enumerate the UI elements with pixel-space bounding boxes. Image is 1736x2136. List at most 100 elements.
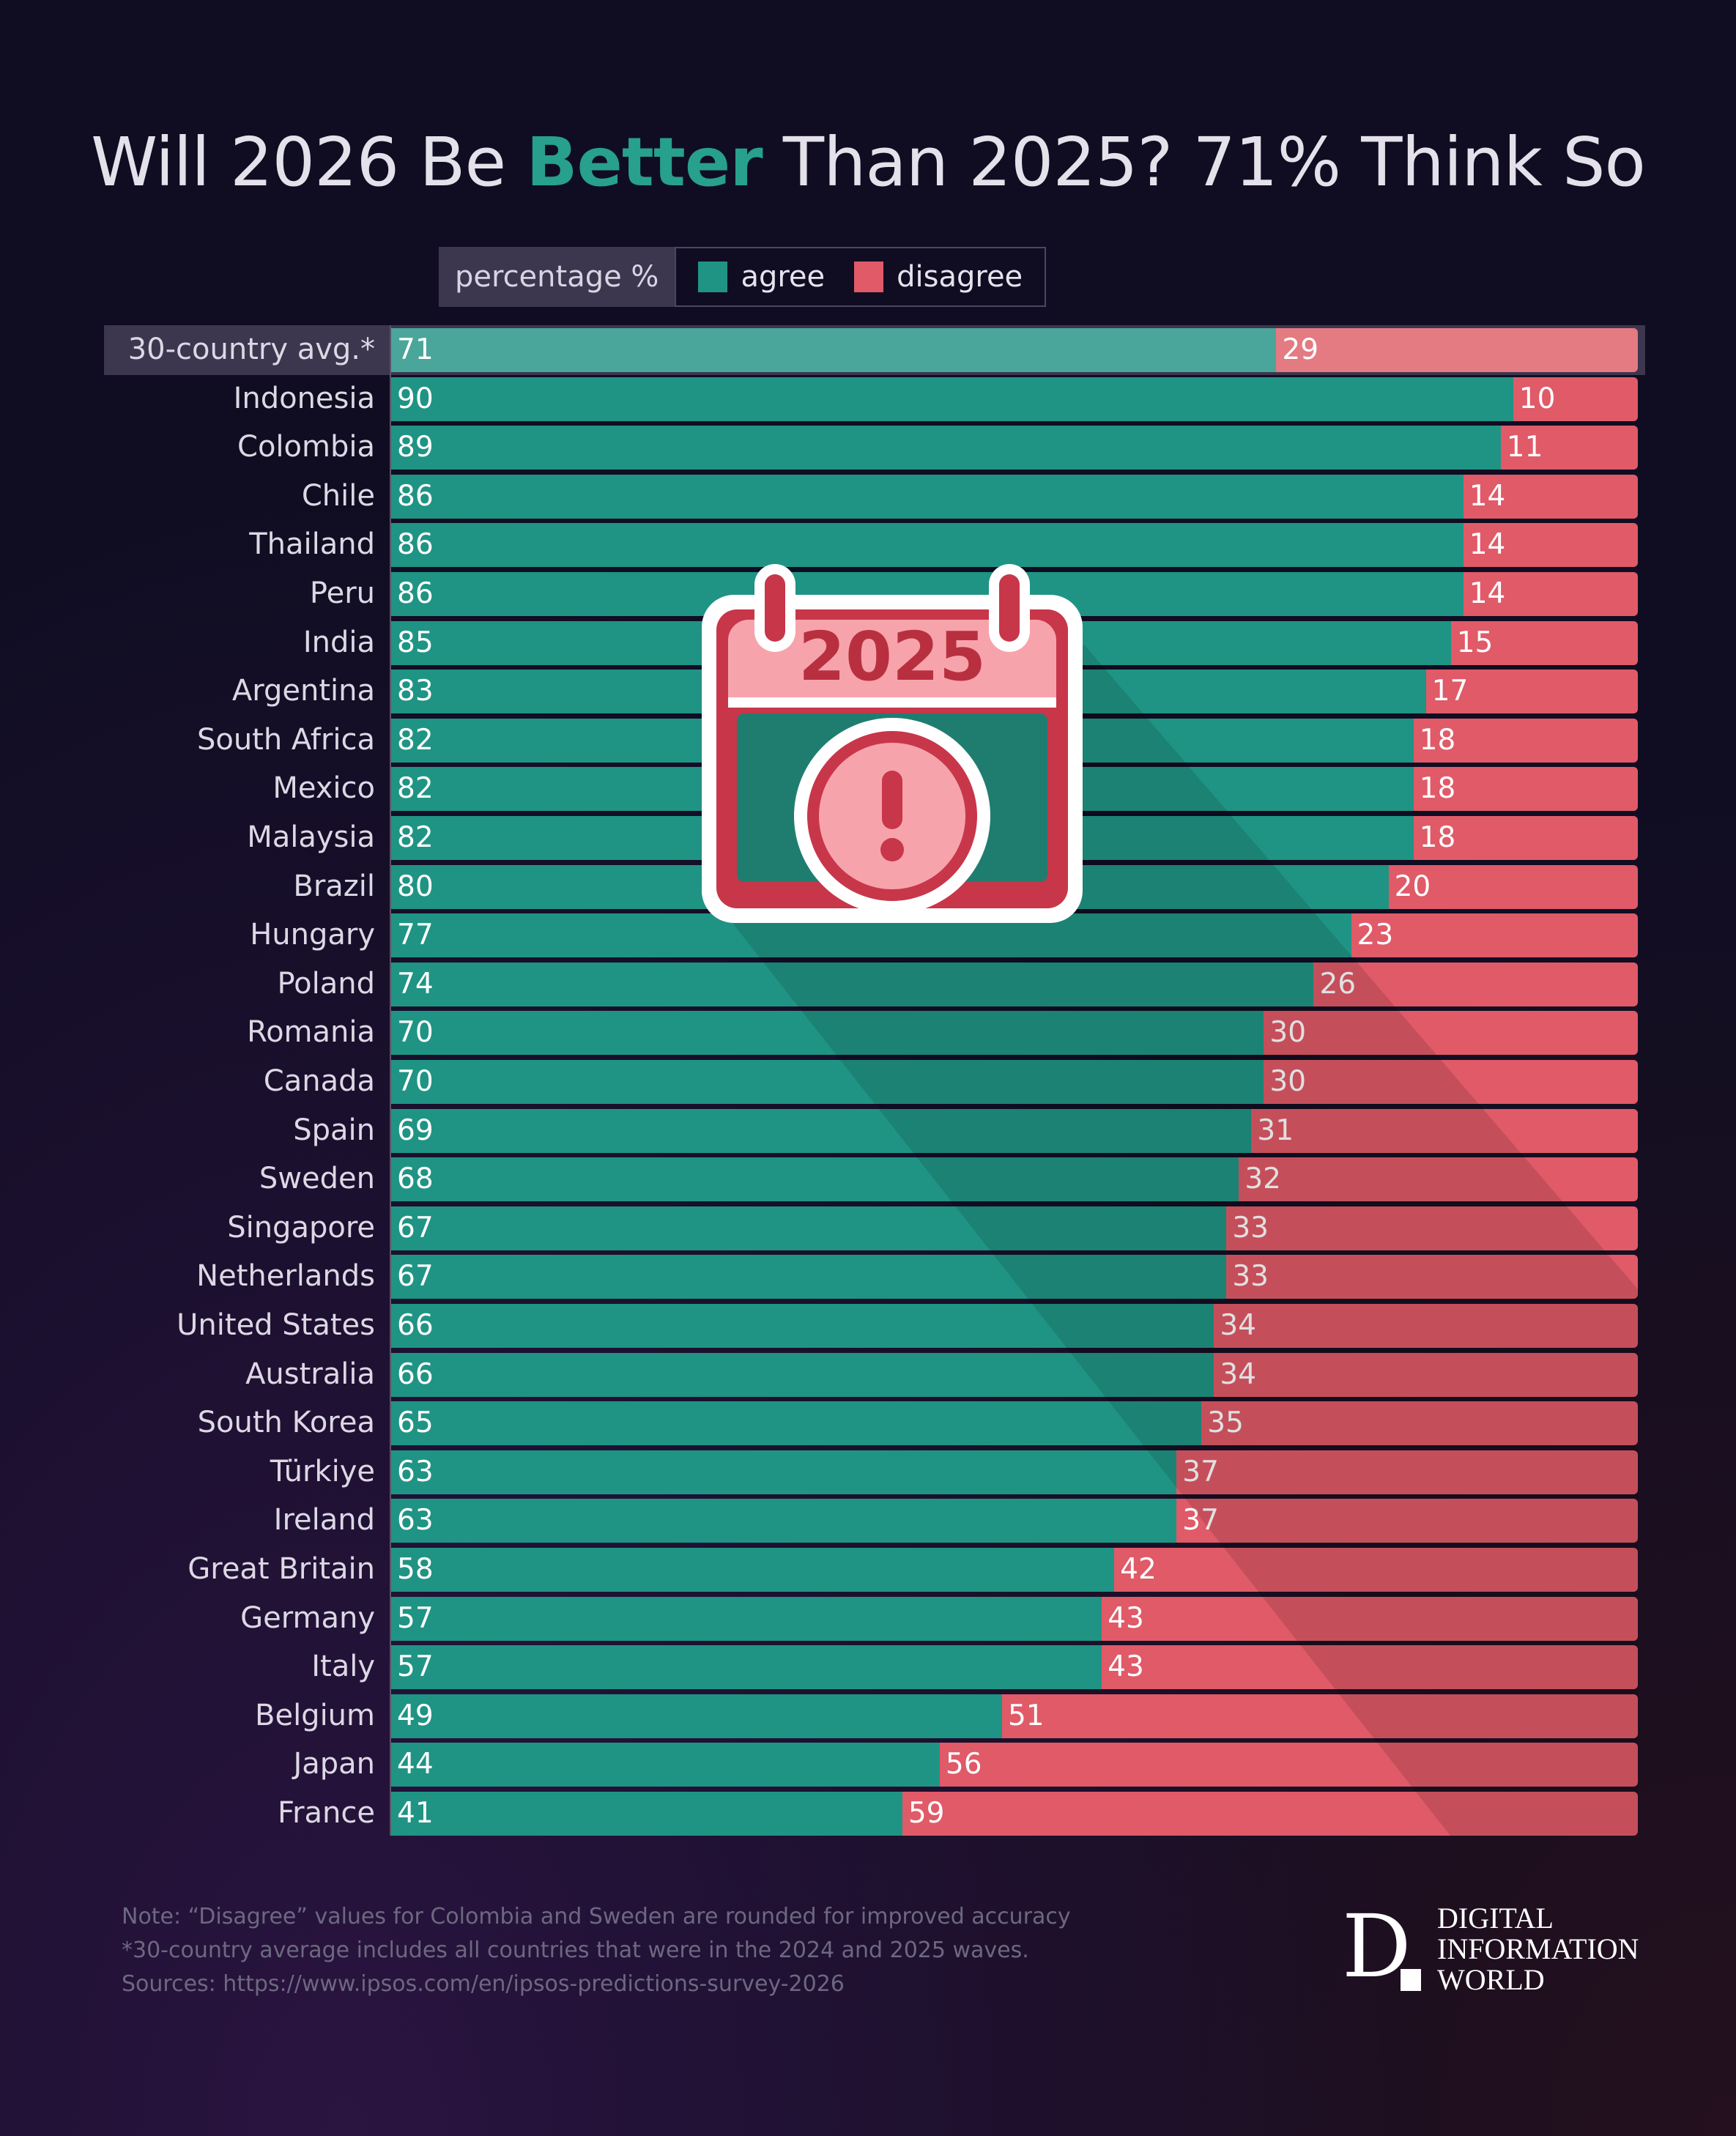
bar-disagree [1413, 718, 1638, 763]
category-label: Chile [301, 478, 375, 513]
bar-disagree [1500, 426, 1638, 470]
category-label: Ireland [273, 1503, 375, 1538]
value-label-disagree: 33 [1232, 1260, 1269, 1294]
bar-agree [391, 474, 1464, 519]
bar-agree [391, 1157, 1239, 1202]
value-label-agree: 58 [397, 1553, 434, 1586]
value-label-agree: 49 [397, 1699, 434, 1732]
category-label: Sweden [259, 1162, 375, 1196]
value-label-disagree: 29 [1282, 333, 1319, 366]
bar-disagree [1176, 1499, 1638, 1543]
value-label-disagree: 14 [1469, 528, 1506, 562]
value-label-disagree: 30 [1269, 1065, 1307, 1098]
bar-agree [391, 1743, 940, 1787]
value-label-agree: 89 [397, 431, 434, 464]
category-label: Great Britain [188, 1552, 375, 1586]
bar-disagree [1276, 328, 1638, 372]
bar-agree [391, 1450, 1177, 1494]
value-label-disagree: 59 [908, 1797, 945, 1830]
value-label-agree: 82 [397, 821, 434, 854]
value-label-disagree: 37 [1182, 1455, 1219, 1488]
footer-note: Note: “Disagree” values for Colombia and… [122, 1904, 1071, 1929]
value-label-disagree: 11 [1506, 431, 1543, 464]
value-label-agree: 70 [397, 1016, 434, 1050]
bar-disagree [1313, 962, 1638, 1006]
category-label: Malaysia [247, 820, 375, 854]
logo-line: DIGITAL [1437, 1902, 1554, 1935]
bar-disagree [1102, 1645, 1638, 1690]
logo-line: WORLD [1437, 1963, 1545, 1996]
value-label-disagree: 35 [1207, 1406, 1244, 1440]
bar-disagree [1239, 1157, 1638, 1202]
value-label-agree: 86 [397, 577, 434, 610]
value-label-disagree: 43 [1108, 1650, 1144, 1684]
value-label-disagree: 15 [1456, 626, 1494, 659]
category-label: United States [177, 1308, 375, 1342]
value-label-disagree: 20 [1394, 869, 1431, 903]
category-label: Germany [240, 1601, 375, 1635]
category-label: Spain [293, 1113, 375, 1147]
category-label: Romania [247, 1015, 375, 1050]
category-label: Indonesia [233, 381, 375, 415]
bar-agree [391, 1694, 1002, 1738]
category-label: Peru [309, 576, 375, 610]
value-label-agree: 80 [397, 869, 434, 903]
category-label: Singapore [227, 1210, 375, 1245]
value-label-disagree: 30 [1269, 1016, 1307, 1050]
bar-disagree [1463, 572, 1638, 616]
chart-title: Will 2026 Be Better Than 2025? 71% Think… [91, 123, 1646, 201]
value-label-agree: 68 [397, 1162, 434, 1196]
bar-disagree [1201, 1401, 1638, 1446]
value-label-agree: 65 [397, 1406, 434, 1440]
value-label-agree: 67 [397, 1260, 434, 1294]
value-label-disagree: 26 [1319, 967, 1357, 1001]
value-label-agree: 86 [397, 528, 434, 562]
value-label-agree: 66 [397, 1309, 434, 1342]
legend-label-disagree: disagree [897, 260, 1023, 294]
category-label: Colombia [237, 430, 375, 464]
bar-disagree [1264, 1011, 1638, 1056]
bar-disagree [1176, 1450, 1638, 1494]
bar-agree [391, 962, 1314, 1006]
bar-agree [391, 1011, 1264, 1056]
bar-agree [391, 1596, 1102, 1641]
value-label-disagree: 14 [1469, 479, 1506, 513]
category-label: South Korea [197, 1406, 375, 1440]
bar-disagree [902, 1792, 1638, 1836]
bar-disagree [1226, 1255, 1638, 1299]
category-label: South Africa [196, 722, 375, 757]
value-label-agree: 67 [397, 1211, 434, 1245]
value-label-agree: 70 [397, 1065, 434, 1098]
category-label: Thailand [249, 527, 375, 562]
category-label: Poland [277, 966, 375, 1001]
bar-disagree [1388, 864, 1638, 909]
bar-disagree [939, 1743, 1638, 1787]
category-label: 30-country avg.* [127, 333, 375, 366]
legend-swatch-disagree [854, 262, 884, 292]
value-label-disagree: 34 [1220, 1309, 1256, 1342]
legend-unit-label: percentage % [439, 247, 675, 307]
value-label-agree: 90 [397, 382, 434, 415]
category-label: Argentina [231, 674, 375, 708]
bar-disagree [1425, 670, 1638, 714]
value-label-agree: 57 [397, 1650, 434, 1684]
bar-agree [391, 1792, 902, 1836]
bar-disagree [1450, 620, 1638, 665]
value-label-disagree: 37 [1182, 1504, 1219, 1538]
bar-agree [391, 426, 1501, 470]
bar-disagree [1413, 767, 1638, 812]
logo-square [1401, 1969, 1421, 1991]
bar-disagree [1413, 816, 1638, 860]
value-label-agree: 44 [397, 1748, 434, 1781]
bar-disagree [1214, 1304, 1638, 1348]
footer-average-note: *30-country average includes all countri… [122, 1937, 1029, 1963]
value-label-disagree: 34 [1220, 1357, 1256, 1391]
category-label: Hungary [250, 918, 375, 952]
value-label-agree: 69 [397, 1113, 434, 1147]
value-label-disagree: 42 [1120, 1553, 1157, 1586]
category-label: Italy [311, 1650, 375, 1684]
bar-disagree [1001, 1694, 1638, 1738]
bar-disagree [1251, 1108, 1638, 1153]
value-label-agree: 63 [397, 1504, 434, 1538]
value-label-disagree: 32 [1244, 1162, 1281, 1196]
